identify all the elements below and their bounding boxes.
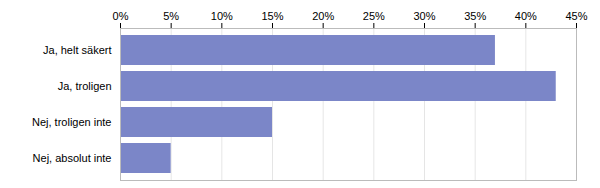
svg-text:30%: 30% — [413, 10, 435, 22]
svg-text:0%: 0% — [113, 10, 129, 22]
svg-text:Nej, troligen inte: Nej, troligen inte — [32, 116, 112, 128]
svg-text:20%: 20% — [312, 10, 334, 22]
svg-text:45%: 45% — [565, 10, 587, 22]
svg-text:Ja, troligen: Ja, troligen — [58, 80, 112, 92]
svg-text:25%: 25% — [363, 10, 385, 22]
svg-text:35%: 35% — [464, 10, 486, 22]
svg-text:Nej, absolut inte: Nej, absolut inte — [33, 152, 112, 164]
svg-text:5%: 5% — [163, 10, 179, 22]
svg-text:Ja, helt säkert: Ja, helt säkert — [43, 44, 111, 56]
svg-text:40%: 40% — [515, 10, 537, 22]
svg-text:10%: 10% — [211, 10, 233, 22]
svg-text:15%: 15% — [261, 10, 283, 22]
